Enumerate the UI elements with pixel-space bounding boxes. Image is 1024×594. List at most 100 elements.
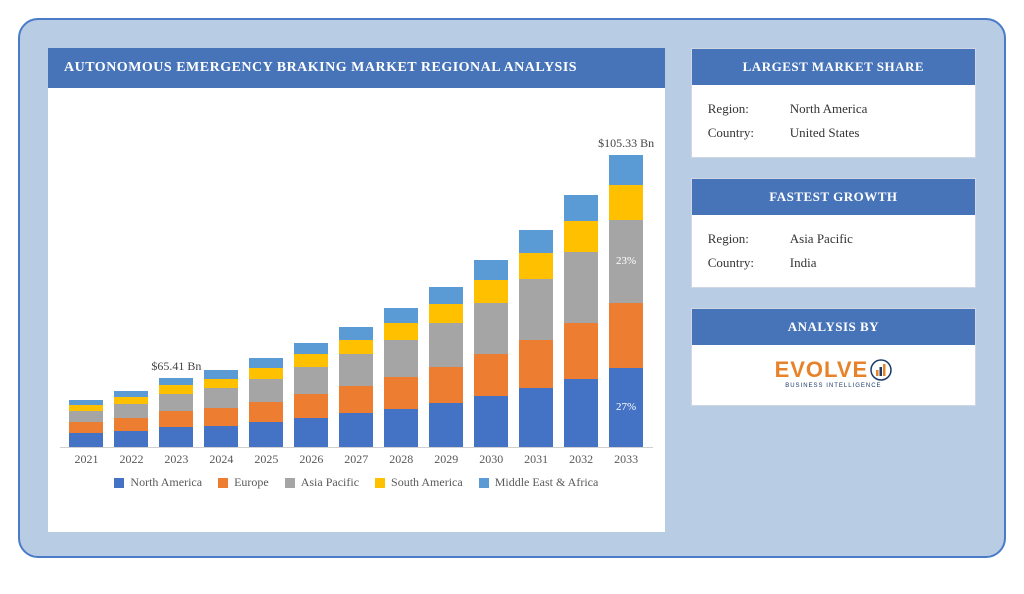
- bar-segment: [294, 418, 328, 447]
- bar-column: [65, 400, 107, 447]
- bar-segment: [564, 323, 598, 379]
- bar-segment: [384, 377, 418, 409]
- x-axis-label: 2024: [200, 452, 242, 467]
- bar-stack: [474, 260, 508, 447]
- x-axis-label: 2030: [470, 452, 512, 467]
- bar-segment: [249, 422, 283, 447]
- bar-stack: [249, 358, 283, 447]
- legend-label: Asia Pacific: [301, 475, 359, 490]
- bar-segment: [429, 287, 463, 304]
- bar-segment: [204, 408, 238, 426]
- bar-segment: [159, 394, 193, 411]
- legend-swatch: [218, 478, 228, 488]
- bar-segment: [564, 379, 598, 447]
- legend-label: Middle East & Africa: [495, 475, 599, 490]
- legend-swatch: [375, 478, 385, 488]
- bar-segment: [69, 433, 103, 447]
- bar-column: [515, 230, 557, 447]
- analysis-logo: EVOLVE BUSINESS INTELLIGENCE: [692, 345, 975, 405]
- fastest-country-value: India: [790, 255, 817, 271]
- bar-segment: [339, 354, 373, 386]
- x-axis-label: 2023: [155, 452, 197, 467]
- bar-segment: [294, 343, 328, 354]
- bar-segment: [474, 354, 508, 396]
- x-axis-label: 2027: [335, 452, 377, 467]
- bar-segment: [204, 388, 238, 407]
- bar-segment: [114, 418, 148, 432]
- bar-segment: [339, 327, 373, 340]
- x-axis-label: 2026: [290, 452, 332, 467]
- fastest-region-label: Region:: [708, 231, 778, 247]
- bar-segment: [429, 304, 463, 323]
- bar-segment: [339, 340, 373, 355]
- bar-segment: [159, 427, 193, 447]
- side-panel: LARGEST MARKET SHARE Region: North Ameri…: [691, 48, 976, 528]
- largest-share-title: LARGEST MARKET SHARE: [692, 49, 975, 85]
- largest-region-value: North America: [790, 101, 868, 117]
- bar-segment: [609, 155, 643, 185]
- bar-column: [110, 391, 152, 447]
- evolve-logo-word: EVOLVE: [775, 359, 869, 381]
- fastest-growth-card: FASTEST GROWTH Region: Asia Pacific Coun…: [691, 178, 976, 288]
- bar-segment: [609, 220, 643, 302]
- legend-item: South America: [375, 475, 463, 490]
- bar-stack: [114, 391, 148, 447]
- largest-share-card: LARGEST MARKET SHARE Region: North Ameri…: [691, 48, 976, 158]
- bar-column: [470, 260, 512, 447]
- bar-segment: [564, 252, 598, 323]
- analysis-by-card: ANALYSIS BY EVOLVE BUSINESS INTELLIGENCE: [691, 308, 976, 406]
- bar-segment: [249, 368, 283, 379]
- bar-segment: [519, 279, 553, 340]
- bar-segment: [294, 394, 328, 418]
- largest-region-label: Region:: [708, 101, 778, 117]
- bar-stack: [69, 400, 103, 447]
- bar-segment: [204, 370, 238, 378]
- bar-segment: [294, 367, 328, 394]
- largest-country-value: United States: [790, 125, 860, 141]
- bar-segment: [474, 260, 508, 280]
- bar-segment: [339, 413, 373, 447]
- bar-stack: [564, 195, 598, 447]
- fastest-country-row: Country: India: [708, 251, 959, 275]
- bar-segment: [474, 303, 508, 355]
- largest-region-row: Region: North America: [708, 97, 959, 121]
- legend-swatch: [479, 478, 489, 488]
- value-callout: $65.41 Bn: [151, 359, 201, 374]
- x-axis-labels: 2021202220232024202520262027202820292030…: [60, 448, 653, 469]
- bar-stack: [519, 230, 553, 447]
- bar-column: [605, 155, 647, 447]
- bar-segment: [429, 323, 463, 367]
- x-axis-label: 2032: [560, 452, 602, 467]
- bar-segment: [384, 323, 418, 340]
- x-axis-label: 2033: [605, 452, 647, 467]
- bar-column: [425, 287, 467, 447]
- largest-share-body: Region: North America Country: United St…: [692, 85, 975, 157]
- bar-stack: [429, 287, 463, 447]
- bar-segment: [114, 397, 148, 404]
- bar-segment: [609, 303, 643, 368]
- bar-segment: [159, 385, 193, 393]
- dashboard-container: AUTONOMOUS EMERGENCY BRAKING MARKET REGI…: [18, 18, 1006, 558]
- evolve-logo-icon: [870, 359, 892, 381]
- bar-segment: [339, 386, 373, 413]
- evolve-logo-text: EVOLVE: [775, 359, 893, 381]
- bar-segment: [114, 431, 148, 447]
- bar-segment: [609, 368, 643, 447]
- bar-segment: [519, 253, 553, 279]
- chart-card: AUTONOMOUS EMERGENCY BRAKING MARKET REGI…: [48, 48, 665, 532]
- bar-segment: [159, 378, 193, 386]
- bar-segment: [474, 280, 508, 303]
- bar-column: [560, 195, 602, 447]
- bar-segment: [519, 230, 553, 253]
- largest-country-label: Country:: [708, 125, 778, 141]
- bar-segment: [429, 403, 463, 447]
- legend-label: South America: [391, 475, 463, 490]
- x-axis-label: 2025: [245, 452, 287, 467]
- bar-column: [155, 378, 197, 447]
- bar-segment: [294, 354, 328, 367]
- legend-label: Europe: [234, 475, 269, 490]
- legend-item: Middle East & Africa: [479, 475, 599, 490]
- fastest-region-value: Asia Pacific: [790, 231, 853, 247]
- bar-segment: [384, 308, 418, 323]
- legend-item: Europe: [218, 475, 269, 490]
